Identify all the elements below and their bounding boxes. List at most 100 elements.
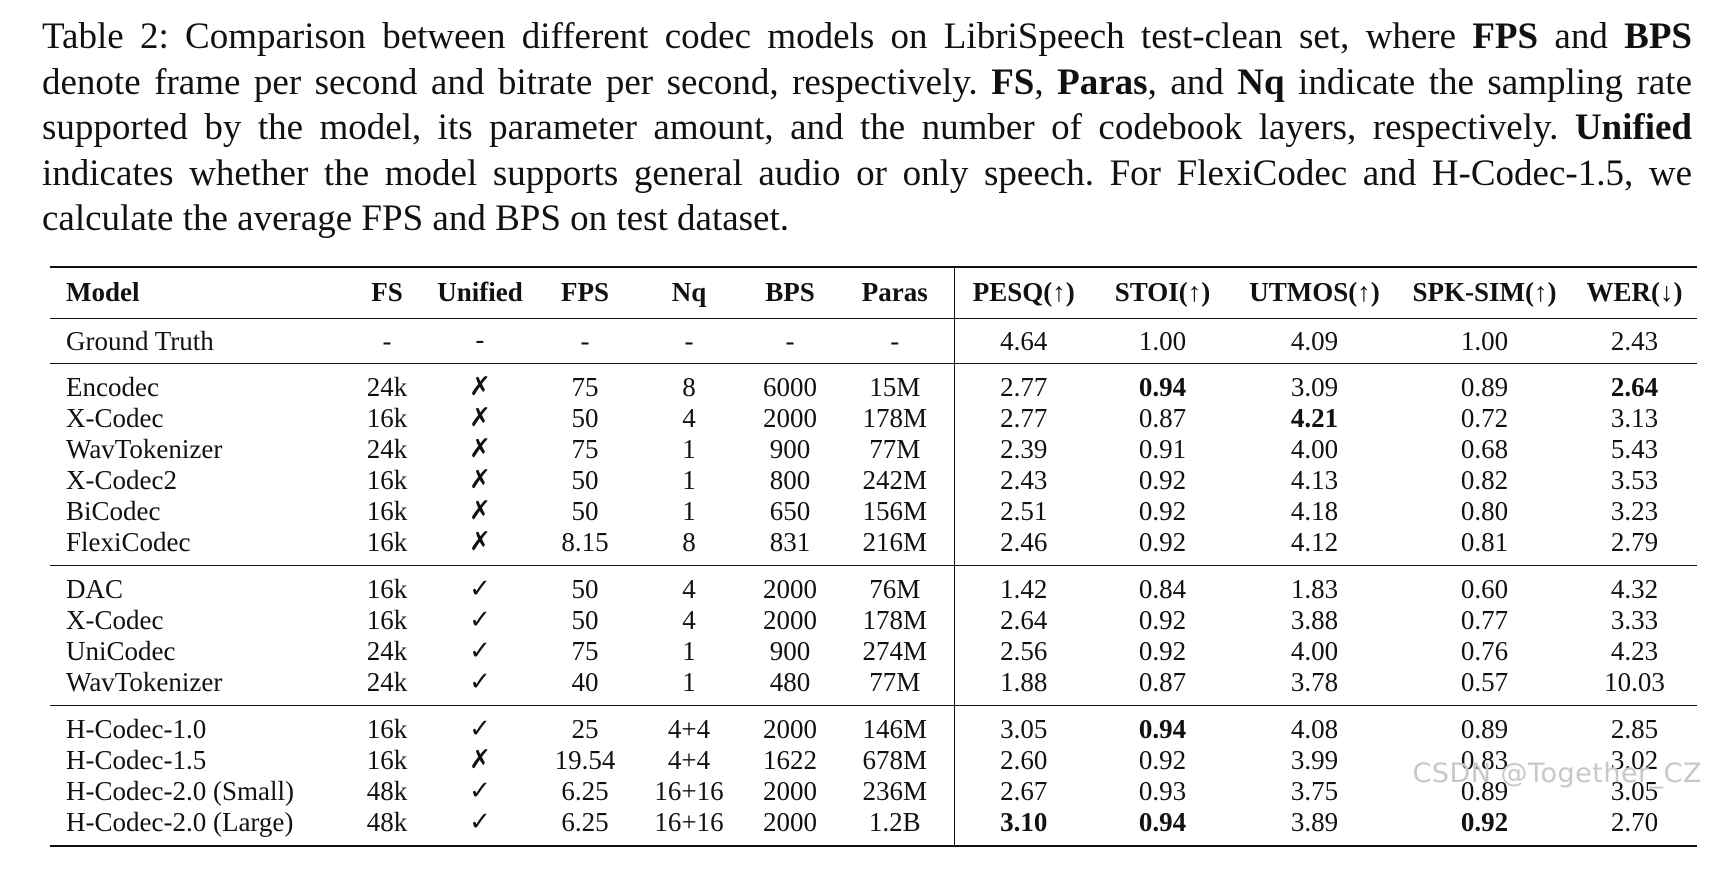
cell-unified: ✗	[469, 402, 491, 433]
cell-model: FlexiCodec	[50, 526, 350, 566]
cell-fs: 16k	[366, 402, 408, 433]
header-paras: Paras	[836, 266, 955, 319]
cell-fps: 75	[571, 371, 599, 402]
cell-fps: 50	[571, 495, 599, 526]
cell-paras: 76M	[836, 565, 955, 605]
cell-model: X-Codec	[66, 604, 164, 635]
cell-stoi: 0.87	[1138, 402, 1187, 433]
cell-pesq: 2.64	[1000, 604, 1048, 635]
cell-stoi: 0.91	[1138, 433, 1187, 464]
header-stoi: STOI(↑)	[1093, 266, 1232, 319]
table-row: X-Codec 16k ✗ 50 4 2000 178M 2.77 0.87 4.21 0.72 3.…	[50, 402, 1697, 434]
cell-paras: 216M	[836, 526, 955, 566]
cell-nq: 1	[682, 433, 696, 464]
header-model: Model	[50, 266, 350, 319]
cell-fps: 75	[571, 635, 599, 666]
header-fs: FS	[350, 266, 424, 319]
cell-unified: ✗	[424, 526, 536, 566]
cell-fps: 19.54	[554, 744, 616, 775]
cell-wer: 3.13	[1610, 402, 1659, 433]
cell-fps: 50	[571, 604, 599, 635]
cell-spk-sim: 0.68	[1460, 433, 1509, 464]
cell-utmos: 4.21	[1290, 402, 1339, 433]
cell-wer: 10.03	[1572, 666, 1697, 706]
cell-utmos: 1.83	[1290, 573, 1339, 604]
cell-spk-sim: 0.80	[1460, 495, 1509, 526]
cell-nq: 4	[682, 402, 696, 433]
cell-spk-sim: 0.82	[1460, 464, 1509, 495]
cell-fs: 16k	[366, 464, 408, 495]
cell-stoi: 0.93	[1138, 775, 1187, 806]
cell-nq: 1	[634, 666, 744, 706]
cell-utmos: 3.09	[1290, 371, 1339, 402]
header-pesq: PESQ(↑)	[954, 266, 1093, 319]
cell-stoi: 0.94	[1138, 713, 1187, 744]
cell-spk-sim: 0.77	[1460, 604, 1509, 635]
cell-unified: ✓	[469, 604, 491, 635]
cell-wer: 2.85	[1610, 713, 1659, 744]
cell-stoi: 0.84	[1138, 573, 1187, 604]
cell-nq: 8	[682, 371, 696, 402]
cell-model: BiCodec	[66, 495, 161, 526]
cell-bps: 650	[769, 495, 811, 526]
table-row: FlexiCodec 16k ✗ 8.15 8 831 216M 2.46 0.92 4.12 0.…	[50, 526, 1697, 566]
cell-pesq: 1.42	[1000, 573, 1048, 604]
cell-bps: 1622	[763, 744, 817, 775]
cell-unified: ✓	[469, 775, 491, 806]
cell-spk-sim: 0.72	[1460, 402, 1509, 433]
cell-nq: 16+16	[654, 775, 724, 806]
cell-stoi: 1.00	[1093, 318, 1232, 364]
cell-wer: 3.23	[1610, 495, 1659, 526]
cell-wer: 2.70	[1572, 806, 1697, 847]
cell-paras: 156M	[836, 495, 955, 527]
cell-fps: 75	[571, 433, 599, 464]
header-bps: BPS	[744, 266, 836, 319]
table-row: WavTokenizer 24k ✗ 75 1 900 77M 2.39 0.91 4.00 0.6…	[50, 433, 1697, 465]
cell-bps: 2000	[763, 402, 817, 433]
cell-stoi: 0.87	[1093, 666, 1232, 706]
cell-wer: 5.43	[1610, 433, 1659, 464]
table-row: H-Codec-2.0 (Large) 48k ✓ 6.25 16+16 2000 1.2B…	[50, 806, 1697, 847]
cell-utmos: 4.08	[1290, 713, 1339, 744]
cell-pesq: 3.10	[954, 806, 1093, 847]
cell-bps: 800	[769, 464, 811, 495]
cell-fs: -	[350, 318, 424, 364]
table-row: UniCodec 24k ✓ 75 1 900 274M 2.56 0.92 4.00 0.76 4.…	[50, 635, 1697, 667]
cell-spk-sim: 0.57	[1397, 666, 1572, 706]
cell-unified: ✓	[469, 573, 491, 604]
cell-unified: ✗	[469, 433, 491, 464]
cell-utmos: 3.89	[1232, 806, 1397, 847]
cell-wer: 3.53	[1610, 464, 1659, 495]
cell-fs: 16k	[366, 495, 408, 526]
cell-stoi: 0.92	[1138, 744, 1187, 775]
cell-paras: 242M	[836, 464, 955, 496]
cell-unified: ✓	[424, 666, 536, 706]
cell-nq: 1	[682, 495, 696, 526]
header-nq: Nq	[634, 266, 744, 319]
cell-nq: -	[634, 318, 744, 364]
cell-wer: 4.23	[1610, 635, 1659, 666]
comparison-table-container: Model FS Unified FPS Nq BPS Paras PESQ(↑…	[50, 266, 1697, 847]
cell-fps: 50	[571, 402, 599, 433]
cell-fps: 25	[571, 713, 599, 744]
cell-model: X-Codec2	[66, 464, 177, 495]
cell-fs: 16k	[366, 713, 408, 744]
cell-fs: 24k	[366, 635, 408, 666]
cell-bps: 480	[744, 666, 836, 706]
cell-stoi: 0.92	[1138, 635, 1187, 666]
cell-utmos: 4.12	[1232, 526, 1397, 566]
cell-fs: 16k	[366, 573, 408, 604]
cell-nq: 4+4	[667, 713, 711, 744]
cell-fs: 24k	[350, 666, 424, 706]
cell-bps: -	[744, 318, 836, 364]
cell-model: UniCodec	[66, 635, 176, 666]
cell-bps: 900	[769, 635, 811, 666]
cell-unified: ✗	[469, 464, 491, 495]
cell-wer: 3.33	[1610, 604, 1659, 635]
cell-wer: 2.79	[1572, 526, 1697, 566]
cell-pesq: 1.88	[954, 666, 1093, 706]
cell-spk-sim: 0.92	[1397, 806, 1572, 847]
cell-pesq: 3.05	[1000, 713, 1048, 744]
cell-model: WavTokenizer	[50, 666, 350, 706]
cell-paras: 236M	[836, 775, 955, 807]
